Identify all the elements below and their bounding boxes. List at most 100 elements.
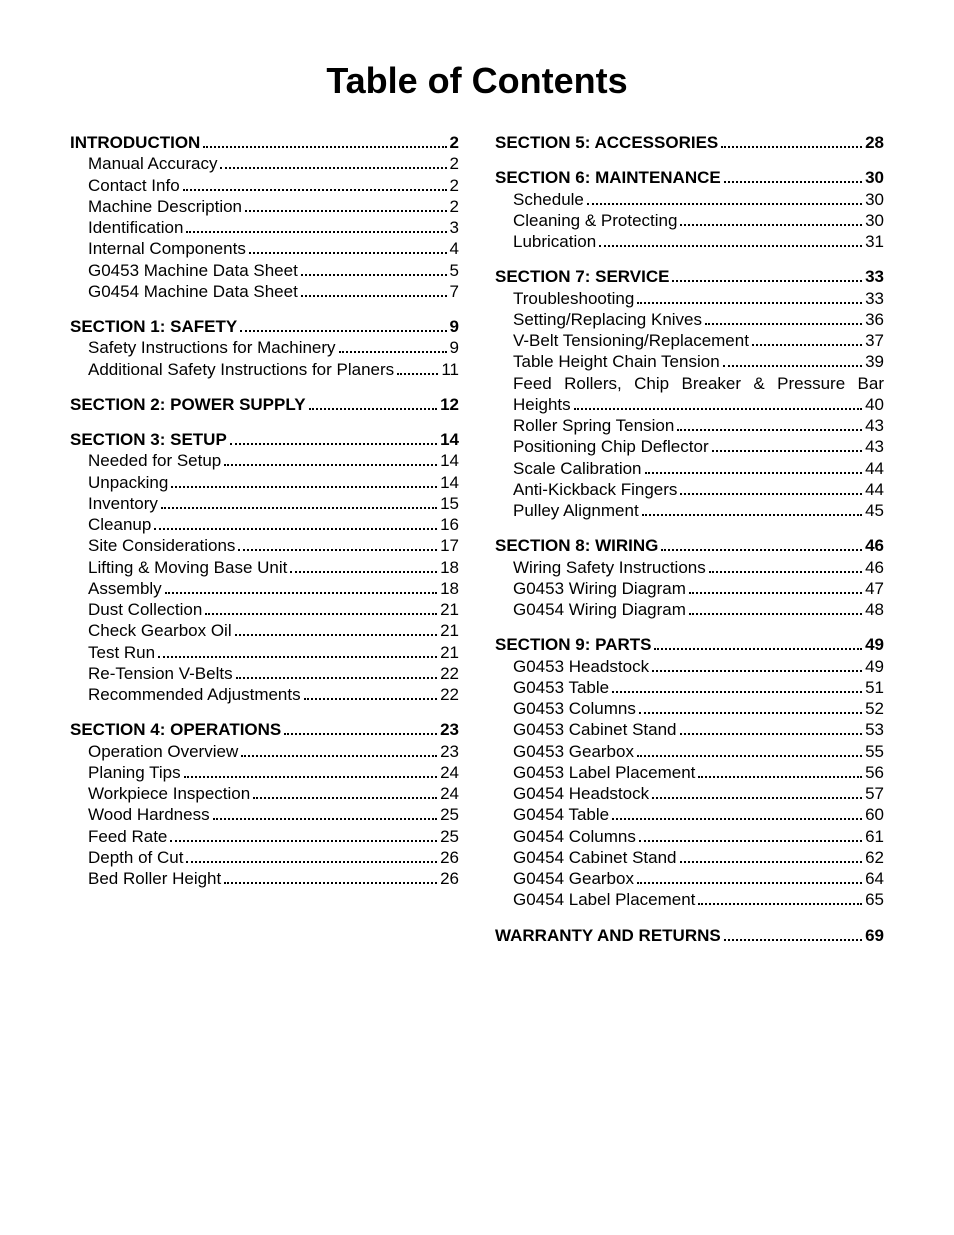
- toc-leader-dots: [241, 755, 437, 757]
- toc-section-header: SECTION 4: OPERATIONS23: [70, 719, 459, 740]
- toc-leader-dots: [712, 450, 862, 452]
- toc-entry-page: 57: [865, 783, 884, 804]
- toc-entry-page: 60: [865, 804, 884, 825]
- toc-entry-label: Re-Tension V-Belts: [88, 663, 233, 684]
- toc-entry-page: 14: [440, 429, 459, 450]
- toc-entry-page: 51: [865, 677, 884, 698]
- toc-entry-page: 64: [865, 868, 884, 889]
- toc-entry-label: Operation Overview: [88, 741, 238, 762]
- toc-subentry: Wiring Safety Instructions46: [495, 557, 884, 578]
- toc-entry-page: 44: [865, 458, 884, 479]
- toc-section: SECTION 7: SERVICE33Troubleshooting33Set…: [495, 266, 884, 521]
- toc-entry-label: G0453 Machine Data Sheet: [88, 260, 298, 281]
- toc-subentry: G0453 Gearbox55: [495, 741, 884, 762]
- toc-subentry: Test Run21: [70, 642, 459, 663]
- toc-section: WARRANTY AND RETURNS69: [495, 925, 884, 946]
- toc-entry-label: Manual Accuracy: [88, 153, 217, 174]
- toc-subentry: Internal Components4: [70, 238, 459, 259]
- toc-entry-label: SECTION 4: OPERATIONS: [70, 719, 281, 740]
- toc-leader-dots: [599, 245, 862, 247]
- toc-leader-dots: [224, 464, 437, 466]
- toc-entry-label: SECTION 8: WIRING: [495, 535, 658, 556]
- toc-leader-dots: [304, 698, 437, 700]
- toc-entry-page: 24: [440, 783, 459, 804]
- toc-entry-page: 28: [865, 132, 884, 153]
- toc-entry-label: Site Considerations: [88, 535, 235, 556]
- toc-leader-dots: [587, 203, 862, 205]
- toc-entry-page: 12: [440, 394, 459, 415]
- toc-leader-dots: [698, 903, 862, 905]
- toc-subentry: G0454 Table 60: [495, 804, 884, 825]
- toc-entry-page: 26: [440, 868, 459, 889]
- toc-leader-dots: [689, 592, 862, 594]
- toc-subentry: Assembly 18: [70, 578, 459, 599]
- toc-leader-dots: [213, 818, 437, 820]
- toc-entry-page: 31: [865, 231, 884, 252]
- toc-column-right: SECTION 5: ACCESSORIES28SECTION 6: MAINT…: [495, 132, 884, 960]
- toc-subentry: G0453 Table 51: [495, 677, 884, 698]
- toc-entry-label: G0453 Table: [513, 677, 609, 698]
- toc-section: INTRODUCTION2Manual Accuracy2Contact Inf…: [70, 132, 459, 302]
- toc-entry-page: 52: [865, 698, 884, 719]
- toc-section-header: SECTION 9: PARTS49: [495, 634, 884, 655]
- toc-subentry: Dust Collection21: [70, 599, 459, 620]
- toc-subentry: Cleanup16: [70, 514, 459, 535]
- toc-entry-label: Assembly: [88, 578, 162, 599]
- toc-subentry: Safety Instructions for Machinery9: [70, 337, 459, 358]
- toc-leader-dots: [709, 571, 862, 573]
- toc-leader-dots: [165, 592, 437, 594]
- toc-entry-label: Anti-Kickback Fingers: [513, 479, 677, 500]
- toc-subentry: Check Gearbox Oil21: [70, 620, 459, 641]
- toc-entry-line2: Heights40: [513, 394, 884, 415]
- toc-leader-dots: [253, 797, 437, 799]
- toc-section-header: SECTION 1: SAFETY9: [70, 316, 459, 337]
- toc-leader-dots: [301, 295, 447, 297]
- toc-entry-page: 69: [865, 925, 884, 946]
- toc-entry-label: G0453 Headstock: [513, 656, 649, 677]
- toc-entry-page: 61: [865, 826, 884, 847]
- toc-entry-label: G0454 Machine Data Sheet: [88, 281, 298, 302]
- toc-leader-dots: [170, 840, 437, 842]
- toc-entry-page: 18: [440, 578, 459, 599]
- toc-entry-page: 47: [865, 578, 884, 599]
- toc-entry-label: G0454 Cabinet Stand: [513, 847, 677, 868]
- toc-leader-dots: [235, 634, 437, 636]
- toc-subentry: Pulley Alignment45: [495, 500, 884, 521]
- toc-leader-dots: [397, 373, 438, 375]
- toc-subentry: G0454 Headstock57: [495, 783, 884, 804]
- toc-leader-dots: [339, 351, 447, 353]
- toc-entry-label: Identification: [88, 217, 183, 238]
- toc-leader-dots: [639, 840, 862, 842]
- toc-entry-label: Inventory: [88, 493, 158, 514]
- toc-subentry: Schedule30: [495, 189, 884, 210]
- toc-entry-page: 11: [441, 359, 459, 380]
- toc-leader-dots: [680, 224, 862, 226]
- toc-entry-page: 21: [440, 620, 459, 641]
- toc-leader-dots: [245, 210, 447, 212]
- toc-section: SECTION 3: SETUP14Needed for Setup14Unpa…: [70, 429, 459, 705]
- toc-entry-label: G0453 Label Placement: [513, 762, 695, 783]
- toc-section: SECTION 1: SAFETY9Safety Instructions fo…: [70, 316, 459, 380]
- toc-leader-dots: [645, 472, 863, 474]
- toc-subentry: G0453 Columns52: [495, 698, 884, 719]
- toc-entry-page: 49: [865, 656, 884, 677]
- toc-entry-label: Feed Rate: [88, 826, 167, 847]
- toc-entry-page: 23: [440, 741, 459, 762]
- toc-entry-page: 48: [865, 599, 884, 620]
- toc-leader-dots: [230, 443, 437, 445]
- toc-entry-page: 7: [450, 281, 459, 302]
- toc-subentry-multiline: Feed Rollers, Chip Breaker & Pressure Ba…: [495, 373, 884, 416]
- toc-entry-label: G0453 Wiring Diagram: [513, 578, 686, 599]
- toc-subentry: G0454 Gearbox64: [495, 868, 884, 889]
- toc-entry-label: Heights: [513, 394, 571, 415]
- toc-leader-dots: [612, 691, 862, 693]
- toc-leader-dots: [154, 528, 437, 530]
- toc-entry-label: Table Height Chain Tension: [513, 351, 720, 372]
- toc-subentry: G0453 Cabinet Stand53: [495, 719, 884, 740]
- toc-leader-dots: [705, 323, 862, 325]
- toc-leader-dots: [721, 146, 862, 148]
- toc-section-header: SECTION 6: MAINTENANCE30: [495, 167, 884, 188]
- toc-subentry: Setting/Replacing Knives36: [495, 309, 884, 330]
- toc-entry-label: Internal Components: [88, 238, 246, 259]
- toc-entry-label: G0454 Table: [513, 804, 609, 825]
